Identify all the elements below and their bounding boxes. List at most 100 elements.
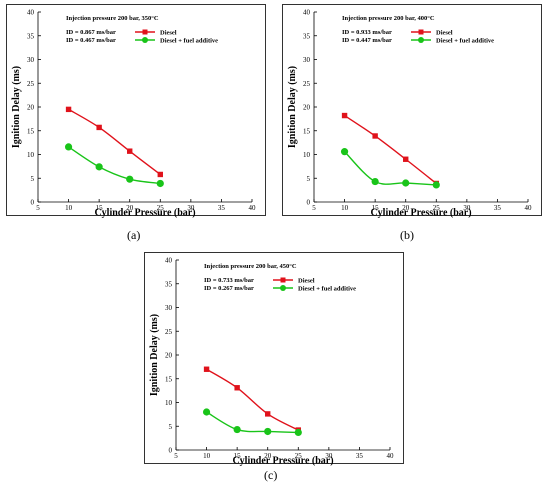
slope-annotation: ID = 0.867 ms/bar xyxy=(66,29,116,36)
slope-annotation: ID = 0.733 ms/bar xyxy=(204,277,254,284)
legend-label: Diesel xyxy=(160,29,177,36)
data-point-circle xyxy=(294,428,302,437)
y-axis-title: Ignition Delay (ms) xyxy=(149,314,160,396)
data-point-circle xyxy=(64,143,73,151)
legend-label: Diesel + fuel additive xyxy=(298,285,356,292)
data-point-circle xyxy=(340,148,349,156)
chart-title: Injection pressure 200 bar, 350°C xyxy=(66,15,159,22)
series-line xyxy=(206,411,299,434)
x-tick-label: 20 xyxy=(264,452,272,460)
y-tick-label: 40 xyxy=(303,9,311,17)
y-tick-label: 10 xyxy=(165,399,173,407)
y-tick-label: 25 xyxy=(303,80,311,88)
series-line xyxy=(344,151,437,186)
x-tick-label: 25 xyxy=(433,204,441,212)
x-tick-label: 10 xyxy=(341,204,349,212)
legend-label: Diesel + fuel additive xyxy=(160,37,218,44)
y-tick-label: 10 xyxy=(303,151,311,159)
legend-label: Diesel xyxy=(298,277,315,284)
x-tick-label: 5 xyxy=(36,204,40,212)
y-tick-label: 20 xyxy=(165,352,173,360)
y-tick-label: 10 xyxy=(27,151,35,159)
legend-marker-square xyxy=(418,29,424,35)
y-tick-label: 5 xyxy=(169,423,173,431)
y-tick-label: 35 xyxy=(165,280,173,288)
y-tick-label: 40 xyxy=(27,9,35,17)
y-tick-label: 35 xyxy=(27,32,35,40)
series-line xyxy=(68,146,161,185)
data-point-circle xyxy=(95,163,103,171)
data-point-square xyxy=(203,366,210,372)
y-axis-title: Ignition Delay (ms) xyxy=(287,66,298,148)
panel-caption-b: (b) xyxy=(400,228,414,242)
legend-marker-square xyxy=(280,277,286,283)
y-tick-label: 0 xyxy=(31,199,35,207)
data-point-circle xyxy=(126,175,134,183)
x-tick-label: 15 xyxy=(234,452,242,460)
data-point-circle xyxy=(202,408,211,416)
x-tick-label: 35 xyxy=(356,452,364,460)
slope-annotation: ID = 0.933 ms/bar xyxy=(342,29,392,36)
data-point-square xyxy=(234,385,240,391)
x-tick-label: 5 xyxy=(174,452,178,460)
legend-label: Diesel + fuel additive xyxy=(436,37,494,44)
y-tick-label: 30 xyxy=(27,56,35,64)
legend-marker-circle xyxy=(280,285,286,291)
series-line xyxy=(68,108,161,176)
data-point-square xyxy=(403,156,409,162)
y-tick-label: 30 xyxy=(303,56,311,64)
x-tick-label: 15 xyxy=(96,204,104,212)
legend-marker-square xyxy=(142,29,148,35)
y-tick-label: 30 xyxy=(165,304,173,312)
data-point-square xyxy=(96,124,102,131)
panel-caption-a: (a) xyxy=(127,228,141,242)
chart-title: Injection pressure 200 bar, 400°C xyxy=(342,15,435,22)
series-line xyxy=(206,368,299,431)
data-point-square xyxy=(157,171,163,178)
y-tick-label: 25 xyxy=(165,328,173,336)
x-tick-label: 35 xyxy=(494,204,502,212)
x-tick-label: 15 xyxy=(372,204,380,212)
y-axis-title: Ignition Delay (ms) xyxy=(11,66,22,148)
y-tick-label: 0 xyxy=(169,447,173,455)
data-point-circle xyxy=(156,179,164,188)
data-point-circle xyxy=(264,427,272,436)
x-tick-label: 25 xyxy=(295,452,303,460)
x-axis-title: Cylinder Pressure (bar) xyxy=(232,456,333,467)
data-point-square xyxy=(265,411,271,417)
panel-caption-c: (c) xyxy=(264,468,278,482)
x-tick-label: 40 xyxy=(249,204,257,212)
y-tick-label: 40 xyxy=(165,257,173,265)
legend-marker-circle xyxy=(142,37,148,43)
x-tick-label: 25 xyxy=(157,204,165,212)
x-tick-label: 40 xyxy=(387,452,395,460)
data-point-circle xyxy=(233,425,241,434)
x-tick-label: 35 xyxy=(218,204,226,212)
y-tick-label: 5 xyxy=(307,175,311,183)
data-point-square xyxy=(372,133,378,139)
y-tick-label: 15 xyxy=(165,375,173,383)
x-tick-label: 30 xyxy=(463,204,471,212)
data-point-circle xyxy=(371,177,379,186)
data-point-circle xyxy=(432,181,440,189)
chart-panel-a: 0 5 10 15 20 25 30 35 40 5 10 15 20 25 30 35 40 Cylinder … xyxy=(6,4,266,219)
y-tick-label: 25 xyxy=(27,80,35,88)
x-tick-label: 30 xyxy=(325,452,333,460)
slope-annotation: ID = 0.267 ms/bar xyxy=(204,285,254,292)
series-line xyxy=(344,114,437,185)
data-point-square xyxy=(65,106,72,113)
y-tick-label: 15 xyxy=(27,127,35,135)
y-tick-label: 20 xyxy=(27,104,35,112)
chart-panel-c: 0 5 10 15 20 25 30 35 40 5 10 15 20 25 30 35 40 Cylinder … xyxy=(144,252,404,467)
data-point-circle xyxy=(402,179,410,187)
slope-annotation: ID = 0.447 ms/bar xyxy=(342,37,392,44)
x-tick-label: 30 xyxy=(187,204,195,212)
x-axis-title: Cylinder Pressure (bar) xyxy=(94,208,195,219)
x-tick-label: 20 xyxy=(126,204,134,212)
legend-marker-circle xyxy=(418,37,424,43)
x-tick-label: 40 xyxy=(525,204,533,212)
chart-title: Injection pressure 200 bar, 450°C xyxy=(204,263,297,270)
slope-annotation: ID = 0.467 ms/bar xyxy=(66,37,116,44)
x-tick-label: 10 xyxy=(203,452,211,460)
